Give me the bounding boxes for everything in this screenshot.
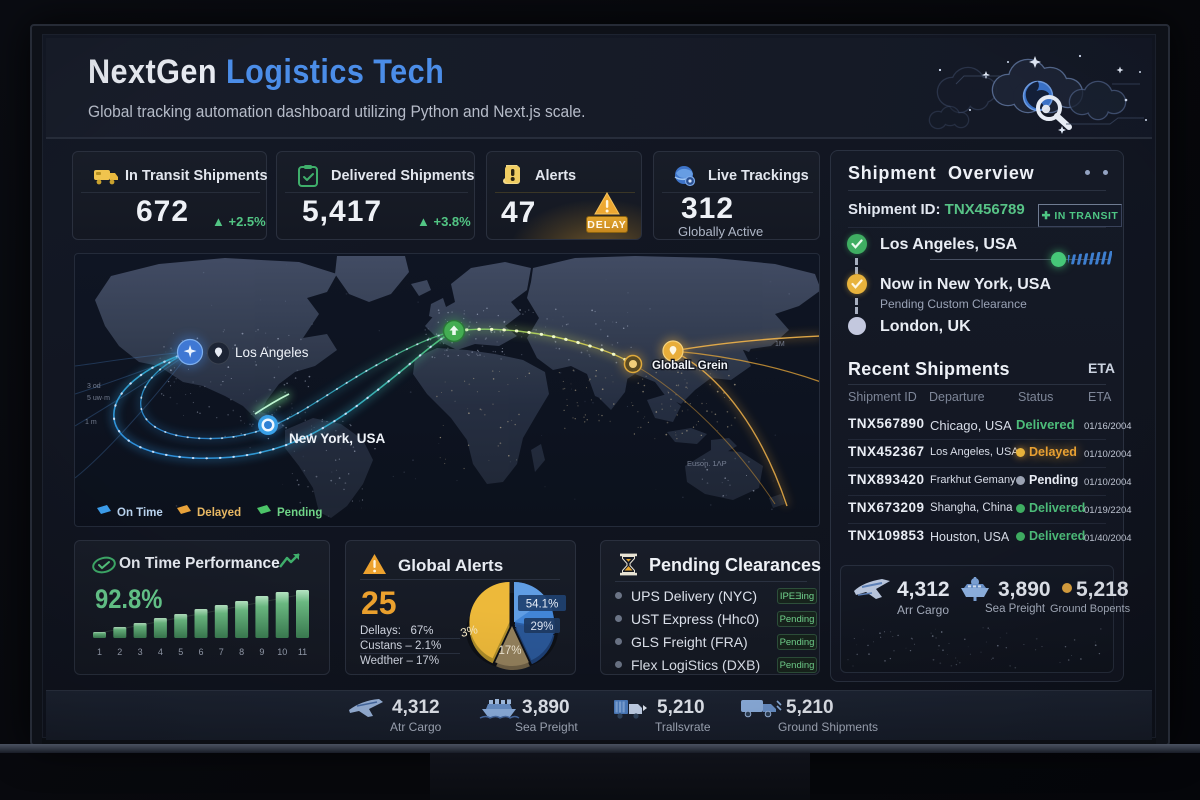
svg-text:3: 3 <box>138 647 143 657</box>
svg-text:Euson. 1ΛP: Euson. 1ΛP <box>687 459 727 468</box>
svg-text:54.1%: 54.1% <box>526 599 559 611</box>
svg-text:17%: 17% <box>498 645 521 657</box>
svg-text:11: 11 <box>298 647 307 657</box>
svg-text:2: 2 <box>117 647 122 657</box>
svg-text:1: 1 <box>97 647 102 657</box>
svg-text:10: 10 <box>277 647 287 657</box>
svg-text:GlobalL Grein: GlobalL Grein <box>652 360 728 372</box>
svg-text:5: 5 <box>178 647 183 657</box>
svg-text:On Time: On Time <box>117 507 163 519</box>
svg-text:7: 7 <box>219 647 224 657</box>
svg-text:1 m: 1 m <box>85 419 97 426</box>
svg-text:5 uw·m: 5 uw·m <box>87 395 110 402</box>
svg-text:1M: 1M <box>775 341 785 348</box>
svg-text:Pending: Pending <box>277 507 322 519</box>
svg-text:3 od: 3 od <box>87 383 101 390</box>
svg-text:3%: 3% <box>459 622 480 640</box>
svg-text:4: 4 <box>158 647 163 657</box>
svg-text:9: 9 <box>259 647 264 657</box>
svg-text:29%: 29% <box>530 621 553 633</box>
svg-text:Los Angeles: Los Angeles <box>235 345 309 360</box>
svg-text:New York, USA: New York, USA <box>289 431 386 446</box>
svg-text:Delayed: Delayed <box>197 507 241 519</box>
svg-text:8: 8 <box>239 647 244 657</box>
svg-text:6: 6 <box>198 647 203 657</box>
